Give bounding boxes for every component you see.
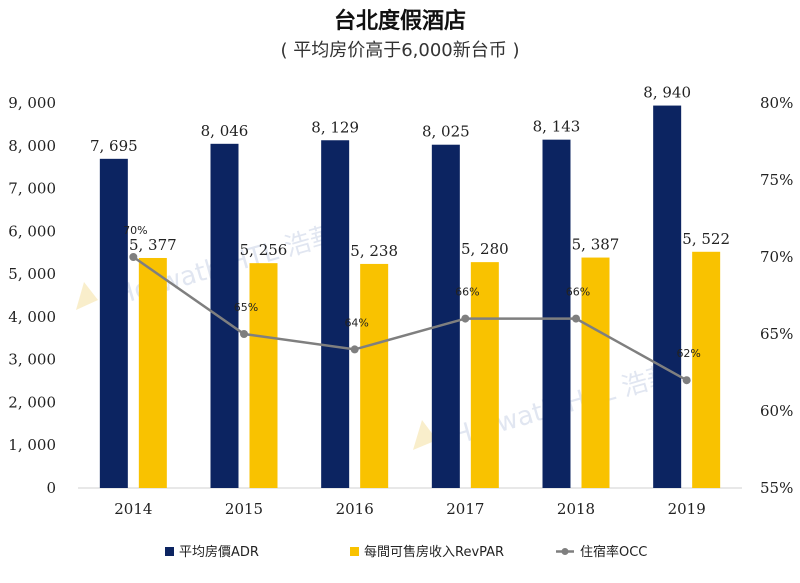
x-tick-label: 2019 (668, 500, 706, 518)
y-tick-label: 2, 000 (8, 393, 56, 411)
adr-bar (431, 144, 460, 489)
occ-data-label: 66% (455, 286, 479, 299)
legend-swatch (350, 547, 359, 556)
y-tick-label: 6, 000 (8, 222, 56, 240)
y-tick-label: 5, 000 (8, 265, 56, 283)
adr-bar (99, 158, 128, 488)
revpar-data-label: 5, 256 (240, 241, 288, 259)
line-series: 70% 65% 64% 66% 66% 62% (123, 224, 701, 385)
revpar-data-label: 5, 280 (461, 240, 509, 258)
y-tick-label: 0 (46, 479, 56, 497)
occ-line (132, 255, 688, 382)
x-tick-label: 2017 (446, 500, 484, 518)
occ-point (461, 314, 470, 323)
y-tick-label: 9, 000 (8, 94, 56, 112)
adr-bar (321, 140, 350, 488)
adr-bar (210, 143, 239, 488)
y-tick-label: 3, 000 (8, 351, 56, 369)
legend-marker (561, 548, 569, 555)
left-axis: 0 1, 000 2, 000 3, 000 4, 000 5, 000 6, 000 7, … (8, 94, 56, 497)
occ-data-label: 70% (123, 224, 147, 237)
occ-point (129, 253, 138, 261)
adr-data-label: 8, 129 (311, 118, 359, 136)
occ-data-label: 65% (234, 301, 258, 314)
x-axis: 2014 2015 2016 2017 2018 2019 (114, 500, 706, 518)
legend: 平均房價ADR 每間可售房收入RevPAR 住宿率OCC (165, 544, 647, 560)
y2-tick-label: 75% (760, 171, 793, 189)
y2-tick-label: 65% (760, 325, 793, 343)
revpar-bar (692, 251, 721, 488)
y2-tick-label: 70% (760, 248, 793, 266)
occ-point (350, 345, 359, 354)
adr-data-label: 8, 940 (643, 84, 691, 102)
y-tick-label: 1, 000 (8, 436, 56, 454)
bars: 7, 695 8, 046 8, 129 8, 025 8, 143 8, 940 5, 3… (90, 84, 730, 489)
revpar-data-label: 5, 238 (350, 242, 398, 260)
adr-data-label: 8, 025 (422, 123, 470, 141)
legend-swatch (165, 547, 174, 556)
watermark-logo-icon (76, 282, 98, 310)
revpar-bar (581, 257, 610, 488)
revpar-bar (470, 262, 499, 488)
occ-point (572, 314, 580, 323)
revpar-data-label: 5, 387 (572, 236, 620, 254)
revpar-data-label: 5, 377 (129, 236, 177, 254)
adr-bar (542, 139, 571, 488)
y2-tick-label: 55% (760, 479, 793, 497)
chart-title: 台北度假酒店 (334, 8, 466, 34)
occ-point (682, 376, 691, 385)
occ-data-label: 66% (566, 286, 590, 299)
x-tick-label: 2014 (114, 500, 152, 518)
occ-data-label: 64% (344, 316, 368, 329)
x-tick-label: 2016 (336, 500, 374, 518)
x-tick-label: 2015 (225, 500, 263, 518)
watermark-logo-icon (413, 420, 437, 450)
y2-tick-label: 80% (760, 94, 793, 112)
adr-bar (653, 105, 682, 489)
adr-data-label: 8, 143 (533, 118, 581, 136)
revpar-bar (138, 257, 167, 488)
y2-tick-label: 60% (760, 402, 793, 420)
occ-data-label: 62% (676, 347, 700, 360)
chart-subtitle: ( 平均房价高于6,000新台币 ) (280, 40, 519, 61)
revpar-bar (360, 263, 389, 488)
y-tick-label: 8, 000 (8, 137, 56, 155)
revpar-bar (249, 263, 278, 488)
legend-label: 住宿率OCC (580, 544, 647, 560)
adr-data-label: 8, 046 (201, 122, 249, 140)
adr-data-label: 7, 695 (90, 137, 138, 155)
legend-label: 平均房價ADR (179, 544, 259, 560)
right-axis: 55% 60% 65% 70% 75% 80% (760, 94, 793, 497)
x-tick-label: 2018 (557, 500, 595, 518)
y-tick-label: 7, 000 (8, 180, 56, 198)
legend-label: 每間可售房收入RevPAR (364, 544, 504, 560)
y-tick-label: 4, 000 (8, 308, 56, 326)
revpar-data-label: 5, 522 (682, 230, 730, 248)
occ-point (240, 330, 248, 338)
